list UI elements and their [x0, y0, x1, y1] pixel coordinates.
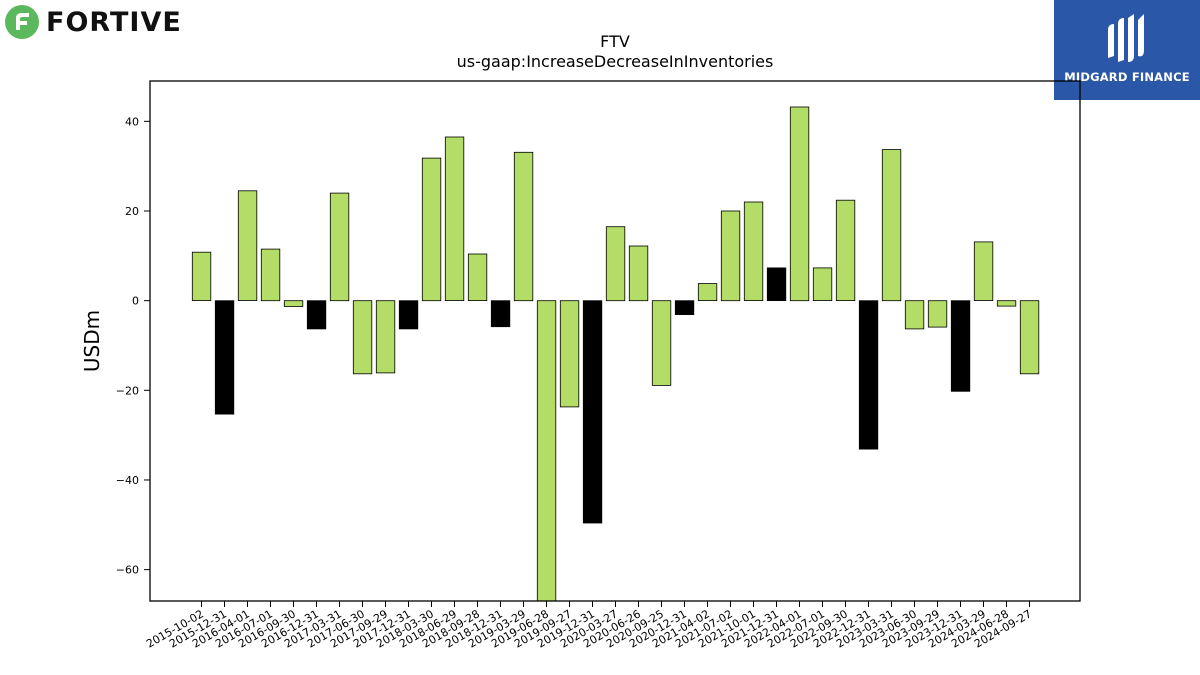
bar-2019-12-31 — [582, 300, 603, 524]
chart-subtitle: us-gaap:IncreaseDecreaseInInventories — [456, 52, 774, 71]
y-tick-label: 20 — [125, 205, 139, 218]
bar-2024-09-27 — [1019, 300, 1040, 375]
bar-2015-10-02 — [191, 251, 212, 301]
bar-2020-12-31 — [674, 300, 695, 316]
bar-2018-03-30 — [421, 157, 442, 302]
plot-frame — [149, 80, 1081, 602]
fortive-logo: FORTIVE — [4, 4, 182, 40]
bar-2024-06-28 — [996, 300, 1017, 307]
bar-2022-04-01 — [789, 106, 810, 302]
fortive-wordmark: FORTIVE — [46, 6, 182, 38]
bar-2024-03-29 — [973, 241, 994, 301]
bar-2020-09-25 — [651, 300, 672, 386]
bar-2017-03-31 — [329, 192, 350, 302]
bar-2017-12-31 — [398, 300, 419, 330]
bar-2021-04-02 — [697, 283, 718, 302]
bar-2017-09-29 — [375, 300, 396, 374]
bar-2018-09-28 — [467, 253, 488, 301]
y-tick-label: 40 — [125, 115, 139, 128]
midgard-wordmark: MIDGARD FINANCE — [1064, 70, 1190, 84]
bar-2016-07-01 — [260, 248, 281, 302]
bar-2016-12-31 — [306, 300, 327, 330]
bar-2018-12-31 — [490, 300, 511, 328]
midgard-finance-logo: MIDGARD FINANCE — [1054, 0, 1200, 100]
chart-title: FTV — [600, 32, 630, 51]
bar-2018-06-29 — [444, 136, 465, 302]
bar-2022-07-01 — [812, 267, 833, 301]
bar-2021-12-31 — [766, 267, 787, 301]
y-tick-label: −20 — [116, 384, 139, 397]
bar-2016-04-01 — [237, 190, 258, 302]
bar-2016-09-30 — [283, 300, 304, 307]
bar-2023-12-31 — [950, 300, 971, 392]
bar-2020-06-26 — [628, 245, 649, 302]
bar-2023-09-29 — [927, 300, 948, 328]
bar-2021-07-02 — [720, 210, 741, 302]
y-tick-label: 0 — [132, 295, 139, 308]
bar-2023-06-30 — [904, 300, 925, 330]
bar-2017-06-30 — [352, 300, 373, 375]
bar-2015-12-31 — [214, 300, 235, 415]
y-tick-label: −40 — [116, 474, 139, 487]
bar-2022-12-31 — [858, 300, 879, 450]
fortive-mark-icon — [5, 5, 39, 39]
y-tick-label: −60 — [116, 564, 139, 577]
bar-2021-10-01 — [743, 201, 764, 301]
midgard-mark-icon — [1108, 14, 1144, 62]
bar-2019-03-29 — [513, 151, 534, 302]
bar-2023-03-31 — [881, 149, 902, 302]
bar-2019-06-28 — [536, 300, 557, 602]
bar-2020-03-27 — [605, 226, 626, 302]
bar-2019-09-27 — [559, 300, 580, 408]
y-axis-label: USDm — [80, 310, 104, 372]
bar-2022-09-30 — [835, 199, 856, 301]
